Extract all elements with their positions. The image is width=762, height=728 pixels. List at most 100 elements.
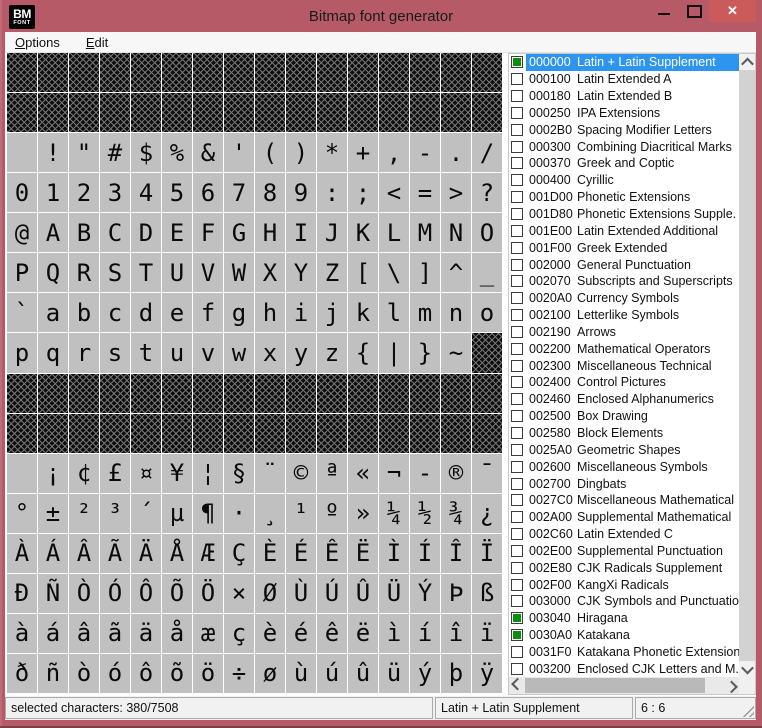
block-list-item[interactable]: 002C60 Latin Extended C: [509, 526, 739, 543]
char-cell[interactable]: î: [441, 613, 471, 653]
char-cell[interactable]: c: [100, 293, 130, 333]
char-cell[interactable]: å: [162, 613, 192, 653]
block-label[interactable]: 003040 Hiragana: [526, 610, 739, 627]
char-cell[interactable]: z: [317, 333, 347, 373]
char-cell[interactable]: /: [472, 133, 502, 173]
char-cell[interactable]: R: [69, 253, 99, 293]
block-checkbox[interactable]: [511, 309, 523, 322]
block-checkbox[interactable]: [511, 224, 523, 237]
block-list-item[interactable]: 002070 Subscripts and Superscripts: [509, 273, 739, 290]
char-cell[interactable]: ,: [379, 133, 409, 173]
char-cell[interactable]: µ: [162, 493, 192, 533]
char-cell[interactable]: M: [410, 213, 440, 253]
block-label[interactable]: 002F00 KangXi Radicals: [526, 576, 739, 593]
char-cell[interactable]: Ê: [317, 533, 347, 573]
char-cell[interactable]: {: [348, 333, 378, 373]
char-cell[interactable]: q: [38, 333, 68, 373]
block-list-item[interactable]: 002E80 CJK Radicals Supplement: [509, 559, 739, 576]
block-checkbox[interactable]: [511, 174, 523, 187]
char-cell[interactable]: B: [69, 213, 99, 253]
char-cell[interactable]: Ï: [472, 533, 502, 573]
char-cell[interactable]: ¹: [286, 493, 316, 533]
char-cell[interactable]: x: [255, 333, 285, 373]
char-cell[interactable]: Â: [69, 533, 99, 573]
block-checkbox[interactable]: [511, 106, 523, 119]
scroll-down-button[interactable]: [739, 661, 755, 677]
block-checkbox[interactable]: [511, 241, 523, 254]
block-label[interactable]: 002700 Dingbats: [526, 475, 739, 492]
char-cell[interactable]: -: [410, 133, 440, 173]
block-label[interactable]: 002500 Box Drawing: [526, 408, 739, 425]
char-cell[interactable]: C: [100, 213, 130, 253]
char-cell[interactable]: ò: [69, 653, 99, 693]
char-cell[interactable]: §: [224, 453, 254, 493]
block-label[interactable]: 0025A0 Geometric Shapes: [526, 441, 739, 458]
block-list-item[interactable]: 002700 Dingbats: [509, 475, 739, 492]
char-cell[interactable]: Ò: [69, 573, 99, 613]
block-checkbox[interactable]: [511, 578, 523, 591]
char-cell[interactable]: Ì: [379, 533, 409, 573]
char-cell[interactable]: Ä: [131, 533, 161, 573]
char-cell[interactable]: ;: [348, 173, 378, 213]
char-cell[interactable]: b: [69, 293, 99, 333]
char-cell[interactable]: Ù: [286, 573, 316, 613]
char-cell[interactable]: #: [100, 133, 130, 173]
vertical-scrollbar[interactable]: [739, 54, 755, 677]
char-cell[interactable]: G: [224, 213, 254, 253]
block-list-item[interactable]: 001F00 Greek Extended: [509, 239, 739, 256]
char-cell[interactable]: í: [410, 613, 440, 653]
char-cell[interactable]: 7: [224, 173, 254, 213]
char-cell[interactable]: ñ: [38, 653, 68, 693]
char-cell[interactable]: ª: [317, 453, 347, 493]
block-label[interactable]: 002460 Enclosed Alphanumerics: [526, 391, 739, 408]
char-cell[interactable]: º: [317, 493, 347, 533]
char-cell[interactable]: ô: [131, 653, 161, 693]
char-cell[interactable]: m: [410, 293, 440, 333]
char-cell[interactable]: Q: [38, 253, 68, 293]
char-cell[interactable]: a: [38, 293, 68, 333]
block-checkbox[interactable]: [511, 157, 523, 170]
char-cell[interactable]: f: [193, 293, 223, 333]
char-cell[interactable]: 0: [7, 173, 37, 213]
block-list-item[interactable]: 0030A0 Katakana: [509, 627, 739, 644]
char-cell[interactable]: D: [131, 213, 161, 253]
block-checkbox[interactable]: [511, 123, 523, 136]
block-label[interactable]: 001D00 Phonetic Extensions: [526, 189, 739, 206]
char-cell[interactable]: á: [38, 613, 68, 653]
block-list-item[interactable]: 001D80 Phonetic Extensions Supple.: [509, 206, 739, 223]
char-cell[interactable]: ®: [441, 453, 471, 493]
block-checkbox[interactable]: [511, 90, 523, 103]
char-cell[interactable]: ×: [224, 573, 254, 613]
block-checkbox[interactable]: [511, 511, 523, 524]
block-list-item[interactable]: 002100 Letterlike Symbols: [509, 307, 739, 324]
char-cell[interactable]: Û: [348, 573, 378, 613]
char-cell[interactable]: 1: [38, 173, 68, 213]
char-cell[interactable]: =: [410, 173, 440, 213]
char-cell[interactable]: Y: [286, 253, 316, 293]
char-cell[interactable]: \: [379, 253, 409, 293]
char-cell[interactable]: ~: [441, 333, 471, 373]
char-cell[interactable]: ý: [410, 653, 440, 693]
char-cell[interactable]: ¥: [162, 453, 192, 493]
char-cell[interactable]: ú: [317, 653, 347, 693]
block-label[interactable]: 0027C0 Miscellaneous Mathematical: [526, 492, 739, 509]
char-cell[interactable]: ê: [317, 613, 347, 653]
block-label[interactable]: 003200 Enclosed CJK Letters and M.: [526, 660, 739, 677]
block-checkbox[interactable]: [511, 258, 523, 271]
block-label[interactable]: 002100 Letterlike Symbols: [526, 307, 739, 324]
block-checkbox[interactable]: [511, 325, 523, 338]
block-checkbox[interactable]: [511, 426, 523, 439]
close-button[interactable]: ✕: [709, 0, 756, 22]
char-cell[interactable]: L: [379, 213, 409, 253]
block-checkbox[interactable]: [511, 140, 523, 153]
block-checkbox[interactable]: [511, 662, 523, 675]
block-list-item[interactable]: 000300 Combining Diacritical Marks: [509, 138, 739, 155]
maximize-button[interactable]: [679, 0, 709, 22]
char-cell[interactable]: H: [255, 213, 285, 253]
scroll-right-button[interactable]: [723, 677, 739, 694]
char-cell[interactable]: o: [472, 293, 502, 333]
block-checkbox[interactable]: [511, 595, 523, 608]
block-checkbox[interactable]: [511, 275, 523, 288]
char-cell[interactable]: V: [193, 253, 223, 293]
block-checkbox[interactable]: [511, 292, 523, 305]
